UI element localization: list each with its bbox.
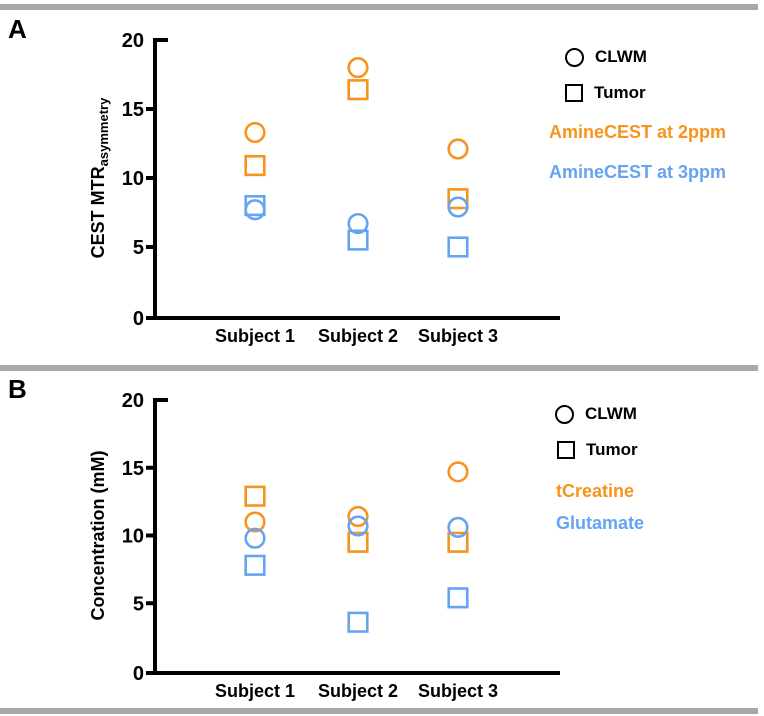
data-point-square bbox=[447, 236, 469, 258]
data-point-circle bbox=[347, 515, 369, 537]
legend-item-clwm-b: CLWM bbox=[555, 404, 637, 424]
y-tick-label: 5 bbox=[133, 593, 144, 615]
data-point-square bbox=[244, 195, 266, 217]
data-point-circle bbox=[244, 121, 266, 144]
legend-label-amine-3ppm: AmineCEST at 3ppm bbox=[549, 162, 727, 182]
panel-divider bbox=[0, 365, 758, 371]
panel-b-chart: 0 5 10 15 20 Subject 1 Subject 2 Subject 3 Conce… bbox=[88, 390, 560, 701]
y-tick-label: 15 bbox=[122, 458, 144, 480]
y-axis-title: Concentration (mM) bbox=[88, 451, 108, 621]
x-category-label: Subject 2 bbox=[318, 326, 398, 346]
data-point-square bbox=[244, 154, 266, 177]
data-point-square bbox=[347, 531, 369, 553]
data-point-square bbox=[447, 587, 469, 609]
data-point-square bbox=[244, 554, 266, 576]
x-category-label: Subject 2 bbox=[318, 681, 398, 701]
x-category-label: Subject 1 bbox=[215, 681, 295, 701]
data-point-circle bbox=[347, 56, 369, 79]
legend-label-tcreatine: tCreatine bbox=[556, 481, 635, 501]
y-tick-label: 10 bbox=[122, 526, 144, 548]
x-category-label: Subject 1 bbox=[215, 326, 295, 346]
data-point-square bbox=[347, 229, 369, 251]
y-tick-label: 15 bbox=[122, 99, 144, 121]
data-point-circle bbox=[244, 511, 266, 533]
panel-a-chart: 0 5 10 15 20 Subject 1 Subject 2 Subject 3 CEST … bbox=[88, 30, 560, 346]
y-tick-label: 0 bbox=[133, 663, 144, 685]
legend-item-tumor-a: Tumor bbox=[565, 83, 646, 103]
circle-marker-icon bbox=[565, 47, 584, 67]
y-tick-label: 5 bbox=[133, 237, 144, 259]
y-axis-title: CEST MTRasymmetry bbox=[88, 97, 111, 258]
legend-item-clwm-a: CLWM bbox=[565, 47, 647, 67]
axis-line bbox=[153, 38, 560, 320]
panel-a-label: A bbox=[8, 14, 27, 44]
data-point-circle bbox=[244, 527, 266, 549]
data-point-square bbox=[447, 531, 469, 553]
data-point-circle bbox=[447, 138, 469, 160]
legend-label-tumor: Tumor bbox=[586, 440, 638, 459]
data-point-circle bbox=[347, 212, 369, 235]
data-point-circle bbox=[447, 196, 469, 218]
y-tick-label: 20 bbox=[122, 390, 144, 412]
x-category-label: Subject 3 bbox=[418, 681, 498, 701]
circle-marker-icon bbox=[555, 404, 574, 424]
legend-label-clwm: CLWM bbox=[585, 404, 637, 423]
legend-item-tumor-b: Tumor bbox=[557, 440, 638, 460]
data-point-square bbox=[347, 79, 369, 101]
legend-label-clwm: CLWM bbox=[595, 47, 647, 66]
y-tick-label: 20 bbox=[122, 30, 144, 52]
y-tick-label: 10 bbox=[122, 168, 144, 190]
panel-b-label: B bbox=[8, 374, 27, 404]
data-point-circle bbox=[244, 199, 266, 221]
data-point-square bbox=[447, 188, 469, 210]
data-point-circle bbox=[447, 461, 469, 483]
legend-label-amine-2ppm: AmineCEST at 2ppm bbox=[549, 122, 727, 142]
y-tick-label: 0 bbox=[133, 308, 144, 330]
data-point-circle bbox=[347, 505, 369, 528]
data-point-square bbox=[347, 611, 369, 633]
figure-border-bottom bbox=[0, 708, 758, 714]
legend-label-tumor: Tumor bbox=[594, 83, 646, 102]
data-point-square bbox=[244, 485, 266, 507]
data-point-circle bbox=[447, 516, 469, 538]
legend-label-glutamate: Glutamate bbox=[556, 513, 645, 533]
square-marker-icon bbox=[565, 84, 583, 102]
figure-border-top bbox=[0, 4, 758, 10]
square-marker-icon bbox=[557, 441, 575, 459]
x-category-label: Subject 3 bbox=[418, 326, 498, 346]
